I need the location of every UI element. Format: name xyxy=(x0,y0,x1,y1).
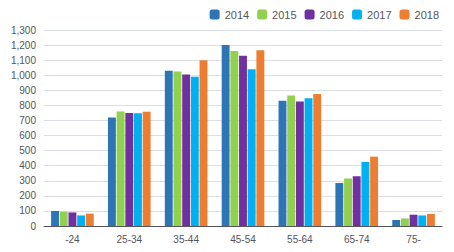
svg-text:200: 200 xyxy=(19,190,36,201)
svg-text:600: 600 xyxy=(19,130,36,141)
svg-text:35-44: 35-44 xyxy=(173,234,199,245)
svg-text:1,300: 1,300 xyxy=(11,25,36,36)
svg-text:45-54: 45-54 xyxy=(230,234,256,245)
svg-text:2015: 2015 xyxy=(272,9,296,21)
svg-text:700: 700 xyxy=(19,115,36,126)
svg-text:300: 300 xyxy=(19,175,36,186)
svg-text:100: 100 xyxy=(19,205,36,216)
svg-text:2017: 2017 xyxy=(367,9,391,21)
svg-text:900: 900 xyxy=(19,85,36,96)
svg-text:1,000: 1,000 xyxy=(11,70,36,81)
svg-text:400: 400 xyxy=(19,160,36,171)
svg-text:1,100: 1,100 xyxy=(11,55,36,66)
svg-text:75-: 75- xyxy=(406,234,420,245)
svg-text:2016: 2016 xyxy=(320,9,344,21)
svg-text:65-74: 65-74 xyxy=(344,234,370,245)
svg-text:2014: 2014 xyxy=(225,9,249,21)
svg-text:25-34: 25-34 xyxy=(116,234,142,245)
svg-text:-24: -24 xyxy=(65,234,80,245)
svg-text:800: 800 xyxy=(19,100,36,111)
svg-text:2018: 2018 xyxy=(415,9,439,21)
svg-text:500: 500 xyxy=(19,145,36,156)
svg-text:0: 0 xyxy=(30,221,36,232)
svg-text:1,200: 1,200 xyxy=(11,40,36,51)
svg-text:55-64: 55-64 xyxy=(287,234,313,245)
